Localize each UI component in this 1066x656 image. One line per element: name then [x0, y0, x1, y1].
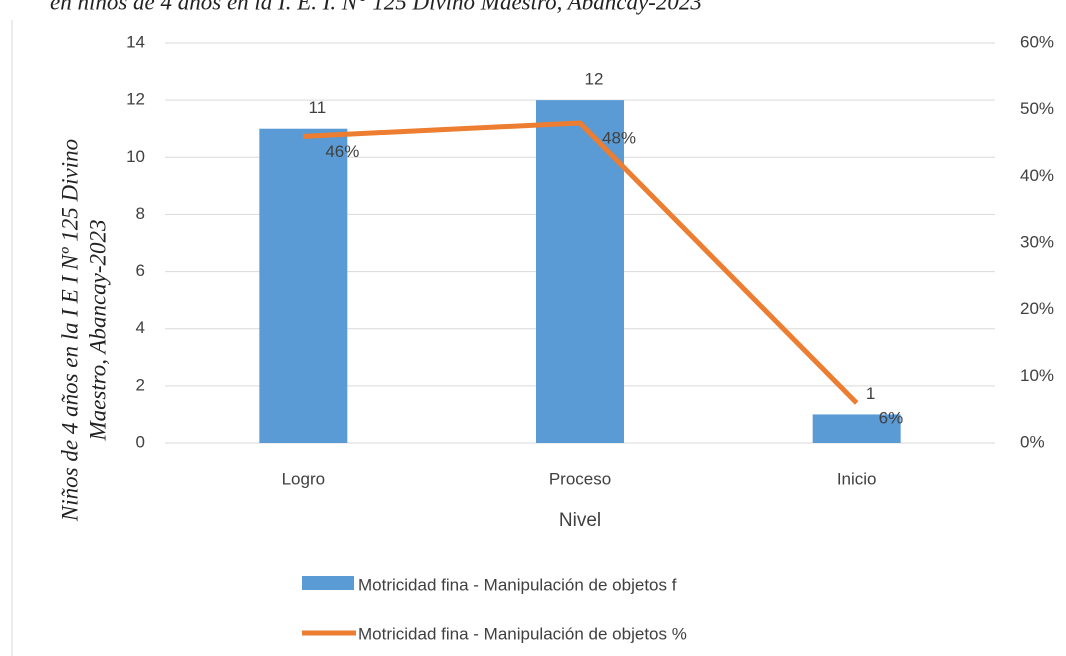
bar-value-label: 11 [309, 98, 327, 117]
line [303, 120, 859, 405]
y-tick-label: 2 [136, 375, 145, 394]
line-value-label: 6% [879, 408, 904, 427]
bar [259, 128, 348, 443]
bar [812, 414, 901, 443]
y-axis-label: Maestro, Abancay-2023 [85, 219, 110, 441]
line-value-label: 46% [325, 142, 359, 161]
y2-tick-label: 50% [1020, 99, 1054, 118]
chart-title: en niños de 4 años en la I. E. I. N° 125… [50, 0, 702, 14]
x-tick-label: Proceso [549, 469, 611, 488]
y-tick-label: 14 [126, 32, 145, 51]
y-tick-label: 12 [126, 90, 145, 109]
y-tick-label: 6 [136, 261, 145, 280]
y2-tick-label: 10% [1020, 366, 1054, 385]
x-tick-label: Inicio [837, 469, 877, 488]
line-value-label: 48% [602, 128, 636, 147]
legend-label: Motricidad fina - Manipulación de objeto… [358, 575, 677, 594]
y2-tick-label: 0% [1020, 432, 1045, 451]
y-axis-label: Niños de 4 años en la I E I Nº 125 Divin… [57, 139, 82, 522]
bar-value-label: 12 [585, 70, 604, 89]
y2-tick-label: 60% [1020, 32, 1054, 51]
y-tick-label: 4 [136, 318, 145, 337]
y-tick-label: 0 [136, 432, 145, 451]
x-tick-label: Logro [282, 469, 325, 488]
legend-label: Motricidad fina - Manipulación de objeto… [358, 624, 687, 643]
bar-value-label: 1 [866, 384, 875, 403]
y-tick-label: 10 [126, 147, 145, 166]
y2-tick-label: 30% [1020, 232, 1054, 251]
legend-swatch [302, 576, 354, 590]
y2-tick-label: 20% [1020, 299, 1054, 318]
y-tick-label: 8 [136, 204, 145, 223]
x-axis-label: Nivel [559, 510, 601, 531]
y2-tick-label: 40% [1020, 166, 1054, 185]
bar [536, 100, 624, 444]
